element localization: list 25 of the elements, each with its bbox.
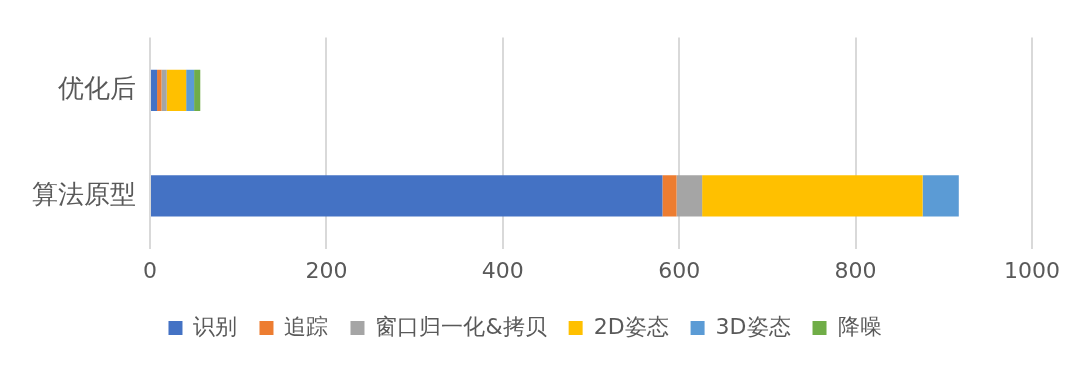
bar [151, 175, 663, 217]
bar [662, 175, 677, 217]
legend-label: 2D姿态 [593, 313, 669, 339]
x-tick-label: 200 [305, 257, 348, 283]
x-tick-label: 400 [481, 257, 524, 283]
bar [157, 69, 162, 111]
legend-label: 识别 [193, 313, 238, 339]
bar [166, 69, 187, 111]
legend-label: 降噪 [837, 313, 882, 339]
y-tick-label: 算法原型 [32, 178, 136, 209]
y-tick-label: 优化后 [58, 73, 136, 104]
legend-label: 追踪 [284, 313, 329, 339]
x-tick-label: 600 [658, 257, 701, 283]
legend-label: 窗口归一化&拷贝 [375, 313, 547, 339]
x-tick-label: 800 [834, 257, 877, 283]
bar [151, 69, 158, 111]
bar [922, 175, 959, 217]
bar [702, 175, 923, 217]
bar [676, 175, 703, 217]
bar [194, 69, 201, 111]
x-tick-label: 0 [143, 257, 157, 283]
x-tick-label: 1000 [1004, 257, 1060, 283]
bar [161, 69, 167, 111]
legend-label: 3D姿态 [715, 313, 791, 339]
bar [186, 69, 195, 111]
